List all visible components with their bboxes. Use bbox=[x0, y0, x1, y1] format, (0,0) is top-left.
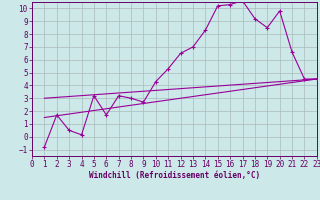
X-axis label: Windchill (Refroidissement éolien,°C): Windchill (Refroidissement éolien,°C) bbox=[89, 171, 260, 180]
